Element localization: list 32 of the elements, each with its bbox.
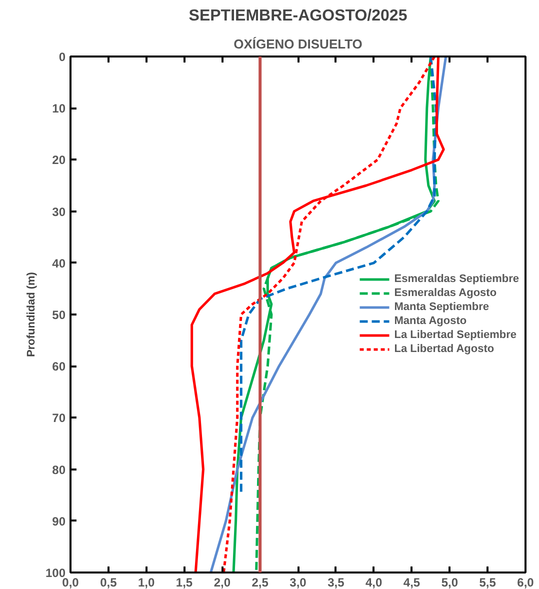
x-tick-label: 6,0: [517, 576, 534, 589]
y-tick-label: 90: [52, 514, 66, 528]
y-tick-label: 30: [52, 204, 66, 219]
y-tick-label: 60: [52, 360, 66, 374]
x-tick-label: 4,0: [365, 576, 382, 589]
legend-label: Manta Agosto: [394, 314, 467, 328]
x-tick-label: 2,0: [214, 576, 231, 589]
x-tick-label: 1,0: [138, 576, 155, 589]
x-tick-label: 1,5: [176, 576, 193, 589]
x-tick-label: 0,5: [100, 576, 118, 589]
y-tick-label: 20: [52, 153, 66, 168]
y-tick-label: 10: [52, 102, 66, 116]
x-tick-label: 2,5: [252, 576, 269, 589]
x-tick-label: 3,5: [328, 576, 345, 589]
legend-label: Esmeraldas Septiembre: [394, 272, 519, 286]
legend-label: Manta Septiembre: [394, 300, 490, 314]
chart-title: SEPTIEMBRE-AGOSTO/2025: [188, 8, 408, 24]
legend-label: La Libertad Septiembre: [394, 328, 517, 342]
x-tick-label: 4,5: [403, 576, 420, 589]
chart-subtitle: OXÍGENO DISUELTO: [234, 36, 362, 52]
y-tick-label: 80: [52, 462, 66, 477]
x-tick-label: 0,0: [62, 576, 80, 589]
y-tick-label: 0: [58, 50, 66, 64]
x-tick-label: 5,5: [479, 576, 496, 589]
y-tick-label: 40: [52, 256, 66, 270]
legend-label: La Libertad Agosto: [394, 342, 494, 356]
x-tick-label: 5,0: [441, 576, 458, 589]
legend-label: Esmeraldas Agosto: [394, 286, 497, 300]
y-tick-label: 70: [52, 411, 66, 426]
y-axis-title: Profundidad (m): [25, 272, 38, 357]
x-tick-label: 3,0: [290, 576, 307, 589]
y-tick-label: 50: [52, 308, 66, 322]
